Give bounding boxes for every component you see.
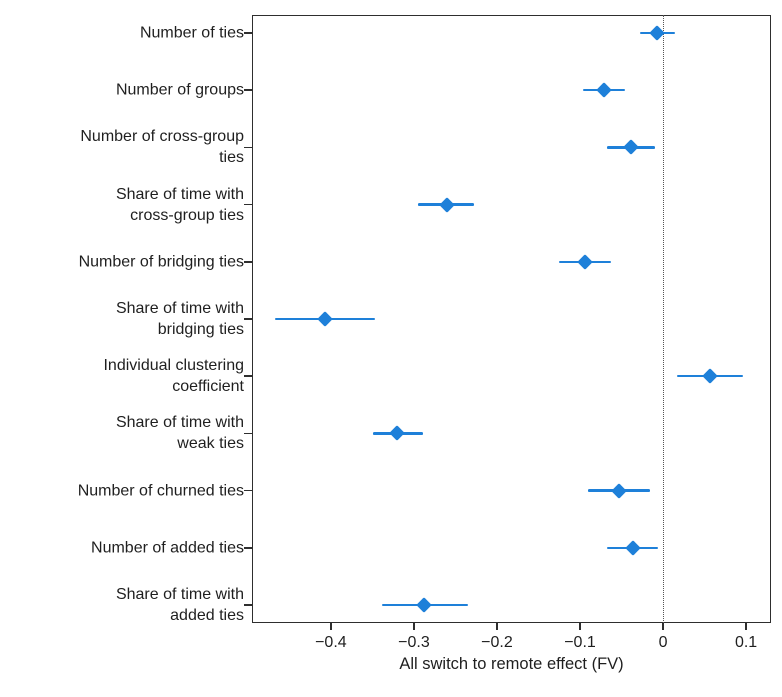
category-label: Number of added ties (6, 537, 244, 558)
category-label: Individual clustering coefficient (6, 355, 244, 397)
y-axis-tick (244, 489, 252, 492)
category-label-line: Number of bridging ties (78, 253, 244, 271)
x-axis-tick (579, 623, 581, 630)
category-label-line: added ties (170, 607, 244, 624)
category-label: Number of groups (6, 80, 244, 101)
category-label: Share of time with weak ties (6, 412, 244, 454)
category-label: Share of time with added ties (6, 584, 244, 626)
y-axis-tick (244, 261, 252, 263)
y-axis-tick (244, 32, 252, 34)
category-label-line: Number of groups (115, 81, 244, 99)
zero-reference-line (663, 15, 665, 623)
x-axis-title: All switch to remote effect (FV) (399, 655, 624, 673)
category-label-line: Share of time with (115, 414, 244, 432)
category-label-line: Individual clustering (103, 357, 244, 375)
x-axis-tick-label: −0.2 (481, 634, 513, 651)
category-label-line: cross-group ties (130, 206, 244, 224)
x-axis-tick (413, 623, 415, 630)
plot-frame (252, 15, 771, 623)
category-label-line: Number of churned ties (77, 482, 244, 500)
category-label-line: Share of time with (115, 300, 244, 317)
y-axis-tick (244, 318, 252, 320)
category-label-line: Number of added ties (91, 539, 244, 557)
category-label: Number of bridging ties (6, 251, 244, 272)
y-axis-tick (244, 604, 252, 606)
category-label-line: Share of time with (115, 586, 244, 603)
y-axis-tick (244, 432, 252, 435)
x-axis-tick-label: 0.1 (734, 634, 758, 651)
x-axis-tick-label: −0.3 (398, 634, 430, 651)
y-axis-tick (244, 547, 252, 549)
x-axis-tick-label: −0.4 (315, 634, 347, 651)
category-label-line: ties (219, 149, 244, 167)
category-label-line: Share of time with (115, 185, 244, 203)
category-label-line: Number of cross-group (80, 128, 244, 146)
category-label: Share of time with bridging ties (6, 298, 244, 340)
category-label-line: Number of ties (139, 24, 244, 42)
x-axis-tick-label: 0 (658, 634, 668, 651)
category-label-line: weak ties (177, 435, 244, 453)
category-label-line: coefficient (172, 378, 244, 396)
y-axis-tick (244, 89, 252, 91)
x-axis-tick (330, 623, 332, 630)
x-axis-tick-label: −0.1 (564, 634, 596, 651)
category-label: Number of ties (6, 23, 244, 44)
y-axis-tick (244, 375, 252, 377)
category-label: Share of time with cross-group ties (6, 184, 244, 226)
y-axis-tick (244, 203, 252, 206)
x-axis-tick (662, 623, 664, 630)
x-axis-tick (745, 623, 747, 630)
category-label-line: bridging ties (157, 321, 244, 338)
category-label: Number of churned ties (6, 480, 244, 501)
x-axis-tick (496, 623, 498, 630)
y-axis-tick (244, 146, 252, 149)
category-label: Number of cross-group ties (6, 126, 244, 168)
